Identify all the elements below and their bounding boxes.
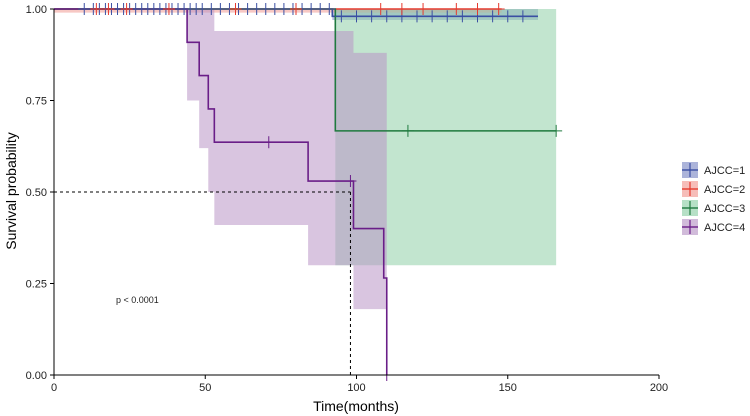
median-reference-lines: [54, 191, 351, 375]
y-tick-label: 0.50: [26, 187, 47, 199]
y-tick-label: 0.25: [26, 279, 47, 291]
p-value-annotation: p < 0.0001: [116, 295, 159, 305]
x-tick-label: 100: [347, 382, 365, 394]
axes: 0 50 100 150 200 0.00 0.25 0.50 0.75 1.00: [26, 4, 669, 394]
legend-label-series-1: AJCC=1: [704, 165, 745, 177]
x-tick-label: 200: [650, 382, 668, 394]
x-tick-label: 150: [499, 382, 517, 394]
legend-label-series-4: AJCC=4: [704, 222, 745, 234]
censor-marks: [78, 3, 563, 381]
confidence-bands: [54, 9, 557, 310]
y-tick-label: 0.75: [26, 96, 47, 108]
legend: AJCC=1 AJCC=2 AJCC=3 AJCC=4: [682, 162, 745, 235]
x-tick-label: 0: [51, 382, 57, 394]
y-tick-label: 1.00: [26, 4, 47, 16]
ci-band-series-3: [54, 9, 557, 266]
x-tick-label: 50: [199, 382, 211, 394]
survival-curve-series-4: [54, 8, 388, 375]
ci-band-series-4: [54, 9, 387, 310]
legend-label-series-2: AJCC=2: [704, 184, 745, 196]
legend-label-series-3: AJCC=3: [704, 203, 745, 215]
y-axis-title: Survival probability: [3, 132, 19, 250]
x-axis-title: Time(months): [313, 398, 399, 414]
y-tick-label: 0.00: [26, 370, 47, 382]
